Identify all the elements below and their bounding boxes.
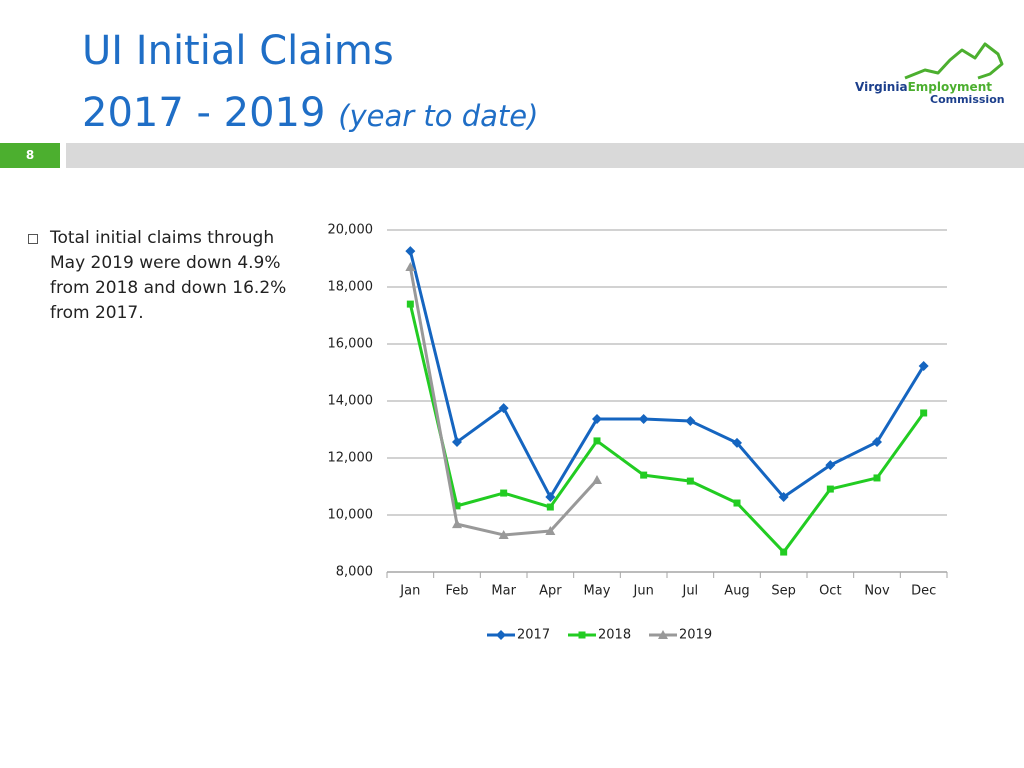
data-point [640, 471, 648, 479]
x-tick-label: Jan [399, 584, 420, 599]
bullet: Total initial claims through May 2019 we… [28, 226, 298, 326]
data-point [453, 502, 461, 510]
data-point [498, 403, 509, 414]
y-tick-label: 14,000 [328, 394, 374, 409]
data-point [778, 492, 789, 503]
data-point [873, 474, 881, 482]
legend-label: 2019 [679, 628, 712, 643]
data-point [406, 300, 414, 308]
x-tick-label: Apr [539, 584, 562, 599]
x-tick-label: Sep [771, 584, 796, 599]
legend-marker [496, 630, 506, 640]
x-tick-label: Jun [633, 584, 654, 599]
data-point [686, 477, 694, 485]
series-line [408, 303, 925, 554]
data-point [498, 529, 509, 539]
subtitle: 2017 - 2019 (year to date) [82, 90, 538, 136]
x-tick-label: Aug [724, 584, 749, 599]
legend-marker [578, 631, 586, 639]
logo-mountains [904, 42, 1004, 80]
y-tick-label: 10,000 [328, 508, 374, 523]
data-point [405, 262, 416, 272]
logo: VirginiaEmployment Commission [850, 40, 1010, 110]
x-tick-label: Jul [681, 584, 698, 599]
bullet-marker [28, 234, 38, 244]
header-bar [66, 143, 1024, 168]
y-tick-label: 20,000 [328, 223, 374, 238]
subtitle-years: 2017 - 2019 [82, 90, 326, 136]
slide-number: 8 [0, 143, 60, 168]
y-tick-label: 8,000 [336, 565, 373, 580]
x-tick-label: Oct [819, 584, 841, 599]
data-point [593, 437, 601, 445]
legend-label: 2017 [517, 628, 550, 643]
x-tick-label: May [584, 584, 611, 599]
y-tick-label: 18,000 [328, 280, 374, 295]
data-point [452, 519, 462, 529]
x-tick-label: Nov [864, 584, 890, 599]
data-point [638, 413, 649, 424]
y-tick-label: 16,000 [328, 337, 374, 352]
data-point [732, 437, 742, 448]
data-point [545, 492, 556, 503]
x-tick-label: Dec [911, 584, 936, 599]
data-point [872, 437, 882, 448]
data-point [826, 485, 834, 493]
data-point [780, 548, 788, 556]
data-point [733, 499, 741, 507]
x-tick-label: Feb [445, 584, 468, 599]
y-tick-label: 12,000 [328, 451, 374, 466]
data-point [918, 360, 929, 371]
logo-employment: Employment [907, 80, 992, 94]
x-tick-label: Mar [491, 584, 516, 599]
series-line [408, 250, 925, 499]
data-point [825, 460, 836, 471]
logo-virginia: Virginia [855, 80, 908, 94]
title: UI Initial Claims [82, 28, 394, 74]
data-point [545, 525, 556, 535]
data-point [592, 474, 602, 484]
legend-label: 2018 [598, 628, 631, 643]
data-point [500, 489, 508, 497]
logo-commission: Commission [930, 93, 1005, 106]
data-point [452, 437, 462, 448]
legend-marker [658, 630, 668, 639]
data-point [546, 503, 554, 511]
bullet-text: Total initial claims through May 2019 we… [50, 228, 287, 323]
data-point [685, 415, 696, 426]
logo-text: VirginiaEmployment [855, 80, 992, 94]
data-point [405, 246, 416, 257]
data-point [592, 413, 602, 424]
subtitle-note: (year to date) [338, 99, 539, 133]
data-point [920, 409, 928, 417]
